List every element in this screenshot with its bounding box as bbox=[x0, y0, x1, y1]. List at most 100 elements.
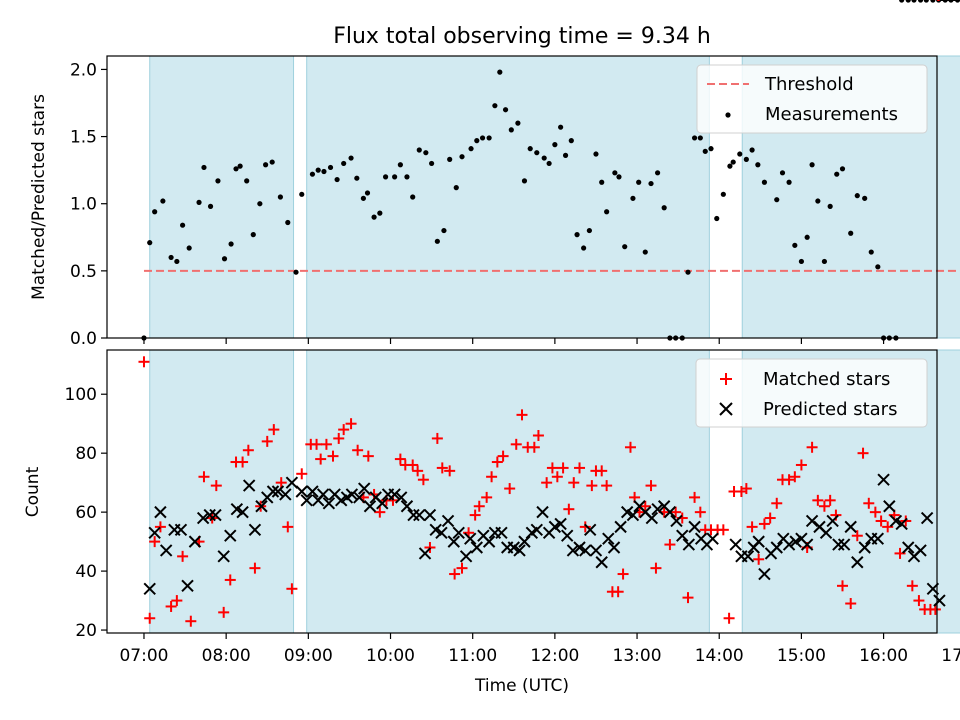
matched-star-marker bbox=[374, 506, 386, 518]
matched-star-marker bbox=[504, 483, 516, 495]
measurement-point bbox=[917, 0, 924, 3]
chart-title: Flux total observing time = 9.34 h bbox=[333, 24, 711, 49]
measurement-point bbox=[250, 232, 256, 238]
measurement-point bbox=[685, 269, 691, 275]
measurement-point bbox=[642, 249, 648, 255]
top-legend: Threshold Measurements bbox=[696, 64, 928, 134]
measurement-point bbox=[180, 222, 186, 228]
measurement-point bbox=[612, 170, 618, 176]
matched-star-marker bbox=[282, 521, 294, 533]
legend-measurements-swatch bbox=[725, 112, 731, 118]
measurement-point bbox=[541, 155, 547, 161]
measurement-point bbox=[309, 171, 316, 177]
predicted-star-marker bbox=[300, 494, 313, 507]
matched-star-marker bbox=[795, 459, 807, 471]
predicted-star-marker bbox=[782, 538, 796, 551]
matched-star-marker bbox=[612, 586, 624, 598]
matched-star-marker bbox=[185, 615, 197, 627]
measurement-point bbox=[586, 227, 592, 234]
matched-star-marker bbox=[845, 598, 857, 610]
measurement-point bbox=[743, 156, 749, 162]
x-tick-label: 13:00 bbox=[613, 646, 662, 666]
predicted-star-marker bbox=[418, 547, 432, 560]
measurement-point bbox=[492, 103, 498, 109]
measurement-point bbox=[429, 160, 435, 167]
matched-star-marker bbox=[449, 568, 461, 580]
measurement-point bbox=[474, 138, 480, 144]
predicted-star-marker bbox=[482, 535, 496, 548]
predicted-star-marker bbox=[530, 523, 543, 537]
predicted-star-marker bbox=[452, 526, 465, 539]
predicted-star-marker bbox=[560, 529, 574, 542]
measurement-point bbox=[277, 194, 283, 200]
measurement-point bbox=[648, 180, 654, 187]
predicted-star-marker bbox=[770, 541, 783, 554]
matched-star-marker bbox=[541, 477, 553, 489]
measurement-point bbox=[237, 163, 243, 169]
x-tick-label: 15:00 bbox=[777, 646, 826, 666]
predicted-star-marker bbox=[376, 497, 389, 510]
measurement-point bbox=[508, 127, 514, 133]
predicted-star-marker bbox=[279, 488, 292, 501]
matched-star-marker bbox=[783, 474, 795, 486]
matched-star-marker bbox=[407, 459, 419, 471]
predicted-stars-points bbox=[143, 0, 960, 607]
measurement-point bbox=[604, 209, 610, 215]
measurement-point bbox=[371, 214, 377, 220]
measurement-point bbox=[774, 197, 780, 203]
predicted-star-marker bbox=[837, 538, 851, 551]
measurement-point bbox=[809, 162, 815, 168]
matched-star-marker bbox=[275, 477, 287, 489]
measurement-point bbox=[515, 120, 521, 126]
matched-star-marker bbox=[338, 424, 350, 436]
measurement-point bbox=[341, 160, 347, 167]
matched-star-marker bbox=[664, 539, 676, 551]
measurement-point bbox=[315, 167, 321, 173]
measurement-point bbox=[502, 107, 509, 113]
measurement-point bbox=[257, 201, 263, 207]
predicted-star-marker bbox=[353, 491, 366, 504]
x-tick-label: 10:00 bbox=[366, 646, 415, 666]
measurement-point bbox=[737, 151, 743, 157]
matched-star-marker bbox=[268, 424, 280, 436]
measurement-point bbox=[821, 258, 828, 265]
predicted-star-marker bbox=[423, 508, 437, 522]
measurement-point bbox=[174, 258, 180, 265]
measurement-point bbox=[792, 242, 798, 248]
measurement-point bbox=[147, 240, 153, 246]
matched-star-marker bbox=[574, 462, 586, 474]
x-tick-label: 08:00 bbox=[202, 646, 251, 666]
matched-star-marker bbox=[836, 580, 848, 592]
legend-predicted-swatch bbox=[719, 402, 733, 416]
predicted-star-marker bbox=[203, 508, 216, 522]
predicted-star-marker bbox=[447, 535, 460, 548]
predicted-star-marker bbox=[645, 511, 659, 525]
y-tick-label: 0.5 bbox=[70, 262, 97, 282]
shaded-interval bbox=[306, 55, 710, 339]
predicted-star-marker bbox=[933, 594, 946, 607]
matched-stars-points bbox=[138, 0, 960, 627]
predicted-star-marker bbox=[663, 505, 677, 519]
matched-star-marker bbox=[469, 509, 481, 521]
measurement-point bbox=[285, 219, 291, 226]
bottom-x-ticks: 07:00 08:00 09:00 10:00 11:00 12:00 13:00 14:00… bbox=[119, 633, 960, 666]
measurement-point bbox=[930, 0, 936, 3]
matched-star-marker bbox=[624, 441, 636, 453]
matched-star-marker bbox=[327, 450, 339, 462]
matched-star-marker bbox=[242, 444, 254, 456]
matched-star-marker bbox=[149, 536, 161, 548]
measurement-point bbox=[834, 171, 840, 177]
predicted-star-marker bbox=[602, 532, 615, 545]
matched-star-marker bbox=[532, 429, 544, 441]
predicted-star-marker bbox=[819, 526, 833, 539]
matched-star-marker bbox=[740, 483, 752, 495]
bottom-legend-box bbox=[695, 358, 928, 428]
matched-star-marker bbox=[601, 480, 613, 492]
measurement-point bbox=[410, 194, 416, 200]
predicted-star-marker bbox=[441, 514, 455, 528]
bottom-legend: Matched stars Predicted stars bbox=[695, 358, 928, 428]
bottom-axes-frame bbox=[106, 349, 938, 634]
measurement-point bbox=[654, 170, 661, 176]
measurement-point bbox=[862, 195, 868, 201]
matched-star-marker bbox=[694, 506, 706, 518]
